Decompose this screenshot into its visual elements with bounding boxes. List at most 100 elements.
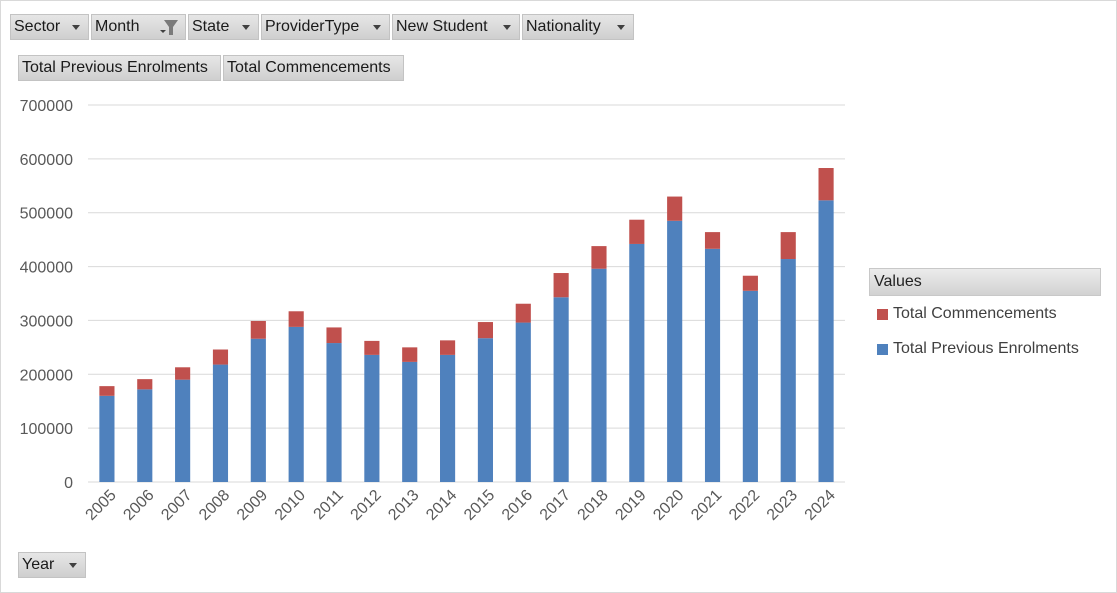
legend-label-previous-enrolments: Total Previous Enrolments [893, 340, 1079, 357]
dropdown-arrow-icon [503, 25, 511, 30]
bar-commencements[interactable] [667, 196, 683, 221]
x-tick-label: 2011 [311, 487, 347, 523]
x-tick-label: 2013 [385, 487, 422, 524]
filter-funnel-icon [157, 19, 179, 37]
value-commencements-label: Total Commencements [227, 59, 391, 76]
x-tick-label: 2007 [158, 487, 195, 524]
y-tick-label: 300000 [20, 313, 73, 330]
x-tick-label: 2023 [764, 487, 801, 524]
filter-providertype-label: ProviderType [265, 18, 360, 35]
legend-swatch-previous-enrolments [877, 343, 888, 355]
bar-commencements[interactable] [515, 303, 531, 323]
filter-nationality-label: Nationality [526, 18, 601, 35]
x-tick-label: 2014 [423, 487, 460, 524]
bar-previous-enrolments[interactable] [250, 338, 266, 482]
x-tick-label: 2021 [688, 487, 725, 524]
bar-commencements[interactable] [742, 275, 758, 291]
x-tick-label: 2016 [499, 487, 536, 524]
x-tick-label: 2019 [612, 487, 649, 524]
y-tick-label: 100000 [20, 421, 73, 438]
bar-commencements[interactable] [440, 340, 456, 355]
bar-commencements[interactable] [364, 340, 380, 355]
dropdown-arrow-icon [242, 25, 250, 30]
legend-swatch-commencements [877, 308, 888, 320]
x-tick-label: 2020 [650, 487, 687, 524]
y-axis-tick-labels: 0 100000 200000 300000 400000 500000 600000 700… [20, 98, 73, 492]
x-tick-label: 2017 [537, 487, 574, 524]
x-tick-label: 2022 [726, 487, 763, 524]
bar-commencements[interactable] [553, 273, 569, 298]
axis-year-label: Year [22, 556, 55, 573]
y-tick-label: 200000 [20, 367, 73, 384]
bar-previous-enrolments[interactable] [780, 259, 796, 482]
x-tick-label: 2009 [234, 487, 271, 524]
bar-commencements[interactable] [629, 219, 645, 244]
bar-previous-enrolments[interactable] [553, 297, 569, 482]
bar-previous-enrolments[interactable] [591, 268, 607, 482]
x-tick-label: 2018 [575, 487, 612, 524]
x-tick-label: 2005 [83, 487, 120, 524]
bar-commencements[interactable] [818, 168, 834, 201]
x-tick-label: 2024 [802, 487, 839, 524]
bar-previous-enrolments[interactable] [212, 364, 229, 482]
bar-previous-enrolments[interactable] [742, 290, 758, 482]
bar-previous-enrolments[interactable] [440, 354, 456, 482]
bar-previous-enrolments[interactable] [402, 361, 418, 482]
bar-commencements[interactable] [477, 322, 493, 339]
bar-commencements[interactable] [326, 327, 342, 344]
bar-previous-enrolments[interactable] [515, 322, 531, 482]
filter-newstudent-label: New Student [396, 18, 488, 35]
value-previous-enrolments-label: Total Previous Enrolments [22, 59, 208, 76]
bar-commencements[interactable] [402, 347, 418, 362]
bar-previous-enrolments[interactable] [629, 243, 645, 482]
bar-previous-enrolments[interactable] [137, 389, 153, 482]
bar-commencements[interactable] [780, 232, 796, 260]
y-tick-label: 400000 [20, 260, 73, 277]
bar-previous-enrolments[interactable] [288, 326, 304, 482]
bar-commencements[interactable] [99, 386, 115, 396]
bar-commencements[interactable] [212, 349, 229, 365]
filter-sector-button[interactable]: Sector [10, 14, 89, 40]
bar-commencements[interactable] [288, 311, 304, 327]
bar-previous-enrolments[interactable] [364, 354, 380, 482]
filter-state-button[interactable]: State [188, 14, 259, 40]
legend-header[interactable]: Values [869, 268, 1101, 296]
filter-state-label: State [192, 18, 230, 35]
bar-previous-enrolments[interactable] [667, 220, 683, 483]
x-tick-label: 2006 [120, 487, 157, 524]
dropdown-arrow-icon [72, 25, 80, 30]
bar-commencements[interactable] [250, 320, 266, 339]
bar-previous-enrolments[interactable] [704, 248, 721, 482]
filter-providertype-button[interactable]: ProviderType [261, 14, 390, 40]
dropdown-arrow-icon [617, 25, 625, 30]
y-tick-label: 600000 [20, 152, 73, 169]
y-tick-label: 500000 [20, 206, 73, 223]
legend-item-previous-enrolments: Total Previous Enrolments [877, 340, 1079, 358]
y-tick-label: 700000 [20, 98, 73, 115]
bar-previous-enrolments[interactable] [477, 338, 493, 482]
x-axis-tick-labels: 2005 2006 2007 2008 2009 2010 2011 2012 2013 2014… [83, 487, 839, 524]
x-tick-label: 2008 [196, 487, 233, 524]
value-commencements-button[interactable]: Total Commencements [223, 55, 404, 81]
x-tick-label: 2012 [348, 487, 385, 524]
filter-newstudent-button[interactable]: New Student [392, 14, 520, 40]
dropdown-arrow-icon [373, 25, 381, 30]
bar-previous-enrolments[interactable] [175, 379, 191, 482]
legend-item-commencements: Total Commencements [877, 305, 1057, 323]
filter-sector-label: Sector [14, 18, 61, 35]
filter-month-button[interactable]: Month [91, 14, 186, 40]
bar-commencements[interactable] [704, 232, 721, 249]
bar-previous-enrolments[interactable] [818, 200, 834, 482]
x-tick-label: 2015 [461, 487, 498, 524]
bar-previous-enrolments[interactable] [326, 343, 342, 482]
bar-previous-enrolments[interactable] [99, 395, 115, 482]
axis-year-button[interactable]: Year [18, 552, 86, 578]
bar-commencements[interactable] [137, 379, 153, 390]
filter-month-label: Month [95, 18, 140, 35]
filter-nationality-button[interactable]: Nationality [522, 14, 634, 40]
bar-series [99, 168, 834, 483]
bar-commencements[interactable] [591, 246, 607, 269]
value-previous-enrolments-button[interactable]: Total Previous Enrolments [18, 55, 221, 81]
bar-commencements[interactable] [175, 367, 191, 380]
